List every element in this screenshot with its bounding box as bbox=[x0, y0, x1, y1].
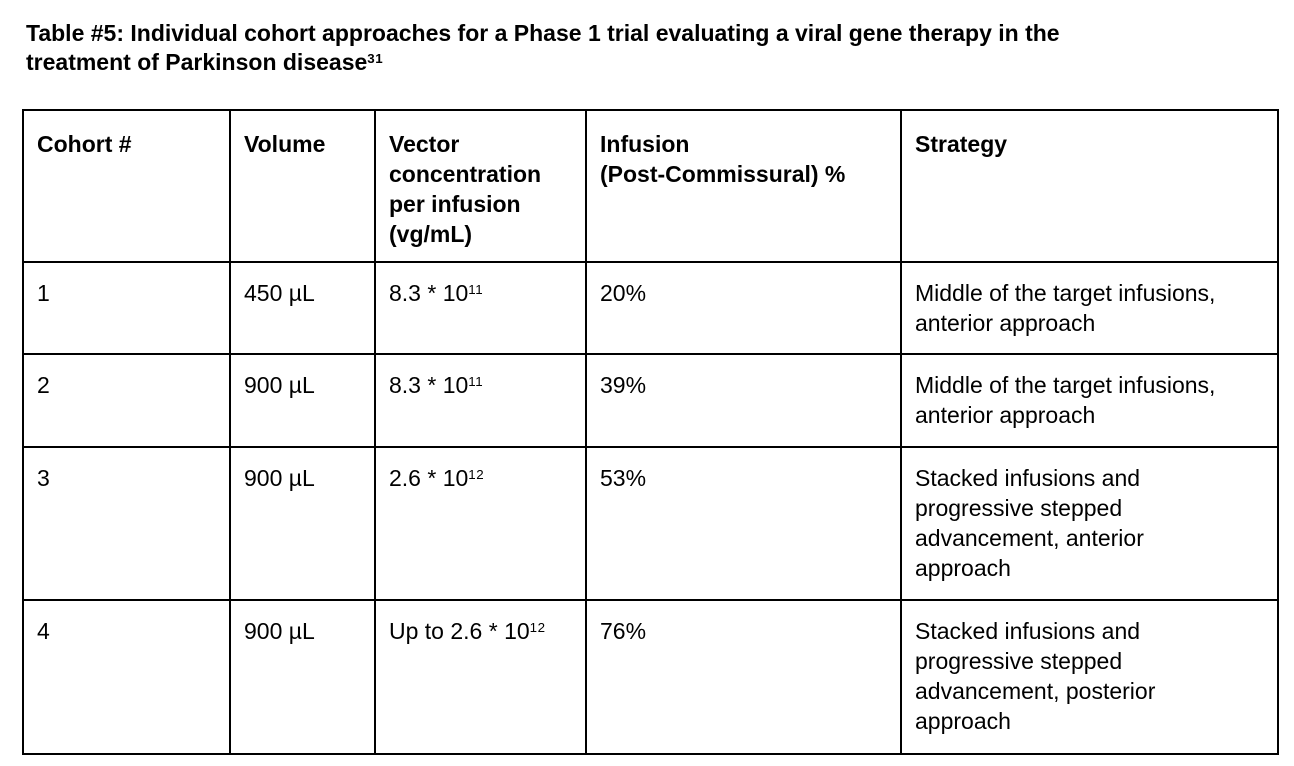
col-header-infusion: Infusion (Post-Commissural) % bbox=[585, 109, 902, 263]
table-row: 2 900 µL 8.3 * 1011 39% Middle of the ta… bbox=[22, 353, 1279, 448]
concentration-base: 2.6 * 10 bbox=[389, 465, 469, 491]
concentration-exponent: 12 bbox=[529, 619, 546, 635]
infusion-cell: 20% bbox=[585, 261, 902, 355]
concentration-exponent: 12 bbox=[468, 466, 485, 482]
strategy-cell: Middle of the target infusions, anterior… bbox=[900, 261, 1279, 355]
col-header-cohort: Cohort # bbox=[22, 109, 231, 263]
volume-cell: 900 µL bbox=[229, 353, 376, 448]
title-line-1: Table #5: Individual cohort approaches f… bbox=[26, 20, 1060, 46]
concentration-cell: 8.3 * 1011 bbox=[374, 261, 587, 355]
volume-cell: 900 µL bbox=[229, 599, 376, 755]
infusion-cell: 76% bbox=[585, 599, 902, 755]
strategy-cell: Middle of the target infusions, anterior… bbox=[900, 353, 1279, 448]
concentration-base: 8.3 * 10 bbox=[389, 280, 469, 306]
strategy-cell: Stacked infusions and progressive steppe… bbox=[900, 599, 1279, 755]
document-title: Table #5: Individual cohort approaches f… bbox=[26, 19, 1274, 80]
col-header-volume: Volume bbox=[229, 109, 376, 263]
title-line-2-text: treatment of Parkinson disease bbox=[26, 49, 368, 75]
col-header-vector-concentration: Vector concentration per infusion (vg/mL… bbox=[374, 109, 587, 263]
volume-cell: 900 µL bbox=[229, 446, 376, 601]
infusion-cell: 53% bbox=[585, 446, 902, 601]
table-row: 1 450 µL 8.3 * 1011 20% Middle of the ta… bbox=[22, 261, 1279, 355]
cohort-cell: 1 bbox=[22, 261, 231, 355]
infusion-cell: 39% bbox=[585, 353, 902, 448]
volume-cell: 450 µL bbox=[229, 261, 376, 355]
concentration-base: Up to 2.6 * 10 bbox=[389, 618, 530, 644]
table-row: 3 900 µL 2.6 * 1012 53% Stacked infusion… bbox=[22, 446, 1279, 601]
cohort-cell: 3 bbox=[22, 446, 231, 601]
strategy-cell: Stacked infusions and progressive steppe… bbox=[900, 446, 1279, 601]
concentration-exponent: 11 bbox=[468, 373, 484, 389]
col-header-strategy: Strategy bbox=[900, 109, 1279, 263]
concentration-cell: 2.6 * 1012 bbox=[374, 446, 587, 601]
citation-superscript: 31 bbox=[367, 50, 384, 66]
concentration-exponent: 11 bbox=[468, 281, 484, 297]
cohort-table: Cohort # Volume Vector concentration per… bbox=[22, 109, 1279, 755]
concentration-cell: Up to 2.6 * 1012 bbox=[374, 599, 587, 755]
concentration-cell: 8.3 * 1011 bbox=[374, 353, 587, 448]
concentration-base: 8.3 * 10 bbox=[389, 372, 469, 398]
table-row: 4 900 µL Up to 2.6 * 1012 76% Stacked in… bbox=[22, 599, 1279, 755]
cohort-cell: 4 bbox=[22, 599, 231, 755]
cohort-cell: 2 bbox=[22, 353, 231, 448]
table-header-row: Cohort # Volume Vector concentration per… bbox=[22, 109, 1279, 263]
title-line-2: treatment of Parkinson disease31 bbox=[26, 48, 1274, 80]
